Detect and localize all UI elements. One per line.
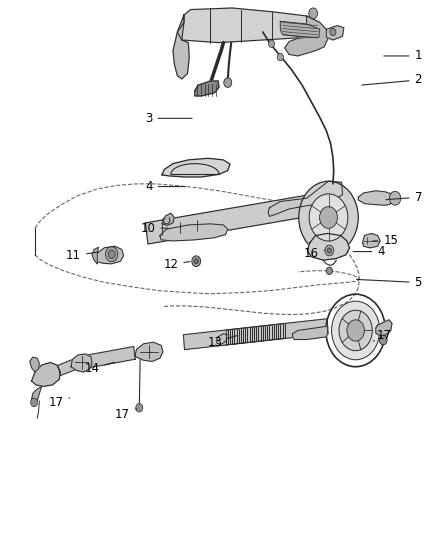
Text: 1: 1 — [384, 50, 422, 62]
Text: 7: 7 — [386, 191, 422, 204]
Polygon shape — [135, 342, 163, 361]
Text: 14: 14 — [85, 362, 115, 375]
Polygon shape — [32, 362, 60, 386]
Circle shape — [327, 248, 332, 253]
Text: 4: 4 — [145, 180, 186, 193]
Circle shape — [332, 301, 380, 360]
Circle shape — [320, 207, 337, 228]
Circle shape — [326, 267, 332, 274]
Text: 3: 3 — [145, 112, 192, 125]
Text: 11: 11 — [66, 249, 98, 262]
Circle shape — [389, 191, 401, 205]
Polygon shape — [95, 246, 124, 264]
Polygon shape — [285, 16, 328, 56]
Circle shape — [339, 310, 372, 351]
Circle shape — [194, 259, 198, 264]
Polygon shape — [293, 326, 328, 340]
Circle shape — [108, 250, 115, 259]
Text: 17: 17 — [115, 408, 137, 421]
Text: 10: 10 — [141, 222, 168, 235]
Circle shape — [277, 53, 283, 61]
Circle shape — [309, 194, 348, 241]
Polygon shape — [307, 233, 350, 260]
Circle shape — [330, 28, 336, 36]
Circle shape — [379, 335, 387, 345]
Polygon shape — [217, 334, 227, 344]
Text: 17: 17 — [49, 396, 70, 409]
Polygon shape — [358, 191, 396, 205]
Text: 12: 12 — [163, 258, 190, 271]
Circle shape — [106, 247, 118, 262]
Text: 17: 17 — [373, 329, 392, 342]
Polygon shape — [32, 386, 42, 403]
Circle shape — [268, 40, 275, 47]
Polygon shape — [92, 247, 99, 264]
Circle shape — [224, 78, 232, 87]
Circle shape — [325, 245, 334, 256]
Polygon shape — [268, 181, 343, 216]
Polygon shape — [71, 354, 92, 372]
Circle shape — [299, 181, 358, 254]
Text: 16: 16 — [304, 247, 325, 260]
Polygon shape — [162, 158, 230, 177]
Circle shape — [31, 398, 38, 407]
Circle shape — [309, 8, 318, 19]
Polygon shape — [162, 213, 174, 225]
Polygon shape — [30, 357, 39, 372]
Polygon shape — [363, 233, 380, 248]
Text: 5: 5 — [357, 276, 422, 289]
Text: 13: 13 — [207, 335, 237, 349]
Polygon shape — [160, 224, 228, 241]
Polygon shape — [184, 319, 328, 350]
Polygon shape — [177, 8, 320, 43]
Polygon shape — [173, 15, 189, 79]
Polygon shape — [195, 81, 219, 96]
Polygon shape — [376, 320, 392, 336]
Circle shape — [347, 320, 364, 341]
Polygon shape — [145, 191, 334, 244]
Polygon shape — [58, 358, 78, 376]
Polygon shape — [280, 21, 320, 37]
Text: 15: 15 — [373, 235, 398, 247]
Polygon shape — [326, 26, 344, 40]
Circle shape — [192, 256, 201, 266]
Circle shape — [136, 403, 143, 412]
Polygon shape — [76, 346, 135, 370]
Text: 4: 4 — [353, 245, 385, 258]
Text: 2: 2 — [362, 74, 422, 86]
